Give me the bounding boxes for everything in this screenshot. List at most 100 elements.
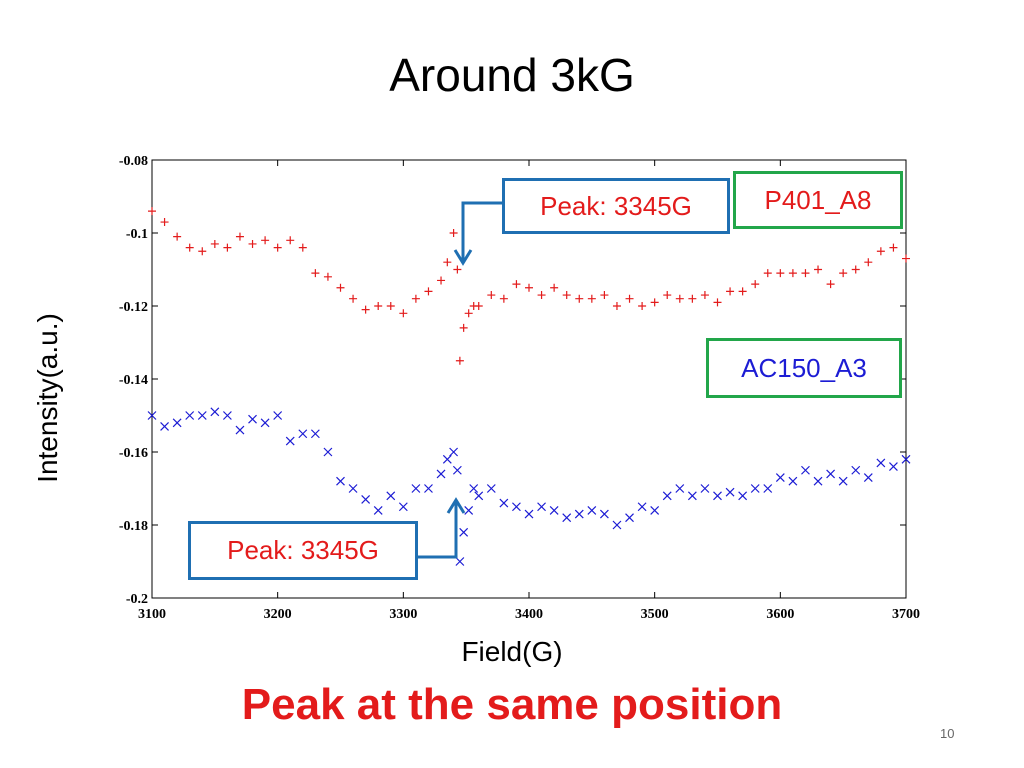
- data-point: [738, 491, 748, 501]
- slide-title: Around 3kG: [389, 49, 635, 101]
- data-point: [273, 243, 282, 252]
- series-label-ac150: AC150_A3: [706, 338, 902, 398]
- data-point: [298, 429, 308, 439]
- x-tick-label: 3400: [515, 607, 543, 622]
- data-point: [455, 356, 464, 365]
- data-point: [424, 484, 433, 493]
- data-point: [775, 473, 785, 482]
- data-point: [469, 484, 479, 493]
- peak-callout-bottom-text: Peak: 3345G: [227, 535, 379, 565]
- series-label-ac150-text: AC150_A3: [741, 352, 867, 383]
- data-point: [700, 484, 710, 493]
- y-tick-label: -0.2: [126, 592, 148, 607]
- data-point: [675, 484, 685, 493]
- data-point: [464, 309, 473, 318]
- data-point: [625, 513, 634, 523]
- axis-ticks: 3100 3200 3300 3400 3500 3600 3700 -0.08 -0.1 -0.…: [119, 154, 920, 622]
- data-point: [261, 236, 270, 245]
- data-point: [464, 505, 474, 515]
- data-point: [638, 302, 647, 310]
- data-point: [562, 291, 571, 300]
- series-ac150-a3: [147, 407, 911, 566]
- data-point: [499, 498, 509, 508]
- slide-subtitle: Peak at the same position: [241, 680, 783, 729]
- data-point: [336, 283, 345, 292]
- data-point: [459, 323, 468, 332]
- data-point: [210, 407, 220, 417]
- data-point: [197, 411, 207, 420]
- data-point: [235, 232, 244, 241]
- data-point: [411, 484, 421, 493]
- data-point: [235, 425, 245, 435]
- data-point: [487, 291, 496, 300]
- data-point: [575, 294, 584, 303]
- data-point: [751, 280, 760, 289]
- data-point: [876, 458, 886, 468]
- data-point: [336, 476, 345, 486]
- data-point: [738, 287, 747, 296]
- data-point: [453, 265, 462, 274]
- y-tick-label: -0.16: [119, 446, 148, 461]
- data-point: [587, 294, 596, 303]
- x-tick-label: 3700: [892, 607, 920, 622]
- data-point: [386, 302, 395, 310]
- data-point: [851, 465, 861, 475]
- peak-bottom-arrowhead: [446, 497, 466, 514]
- data-point: [637, 502, 647, 512]
- data-point: [452, 465, 462, 475]
- data-point: [437, 276, 446, 285]
- data-point: [210, 239, 219, 248]
- y-tick-label: -0.08: [119, 154, 148, 169]
- data-point: [537, 502, 546, 512]
- page-number: 10: [940, 726, 955, 741]
- data-point: [537, 291, 546, 300]
- y-axis-label: Intensity(a.u.): [32, 313, 63, 483]
- data-point: [826, 280, 835, 289]
- data-point: [876, 247, 885, 256]
- data-point: [148, 207, 156, 216]
- data-point: [486, 484, 496, 493]
- data-point: [374, 302, 383, 310]
- data-point: [713, 491, 722, 501]
- data-point: [838, 476, 848, 486]
- data-point: [889, 243, 898, 252]
- data-point: [725, 487, 735, 497]
- data-point: [814, 265, 823, 274]
- data-point: [474, 491, 484, 501]
- data-point: [248, 414, 257, 424]
- data-point: [750, 484, 760, 493]
- data-point: [662, 491, 672, 501]
- data-point: [851, 265, 860, 274]
- data-point: [788, 269, 797, 278]
- data-point: [361, 495, 371, 504]
- data-point: [474, 302, 483, 310]
- peak-top-arrowhead: [453, 249, 473, 266]
- data-point: [361, 305, 370, 314]
- data-point: [625, 294, 634, 303]
- data-point: [826, 469, 836, 479]
- data-point: [688, 294, 697, 303]
- data-point: [839, 269, 848, 278]
- data-point: [160, 422, 169, 431]
- data-point: [599, 509, 609, 519]
- data-point: [310, 429, 320, 439]
- y-tick-label: -0.14: [119, 373, 148, 388]
- data-point: [763, 484, 773, 493]
- data-point: [650, 505, 660, 515]
- data-point: [675, 294, 684, 303]
- peak-top-arrow: [461, 201, 502, 262]
- data-point: [801, 465, 810, 475]
- data-point: [901, 454, 911, 464]
- data-point: [248, 239, 257, 248]
- data-point: [286, 236, 295, 245]
- data-point: [260, 418, 270, 428]
- data-point: [449, 447, 459, 457]
- peak-callout-top: Peak: 3345G: [502, 178, 730, 234]
- x-tick-label: 3300: [389, 607, 417, 622]
- data-point: [223, 243, 232, 252]
- data-point: [443, 258, 452, 267]
- x-tick-label: 3200: [264, 607, 292, 622]
- data-point: [600, 291, 609, 300]
- data-point: [801, 269, 810, 278]
- data-point: [173, 232, 182, 241]
